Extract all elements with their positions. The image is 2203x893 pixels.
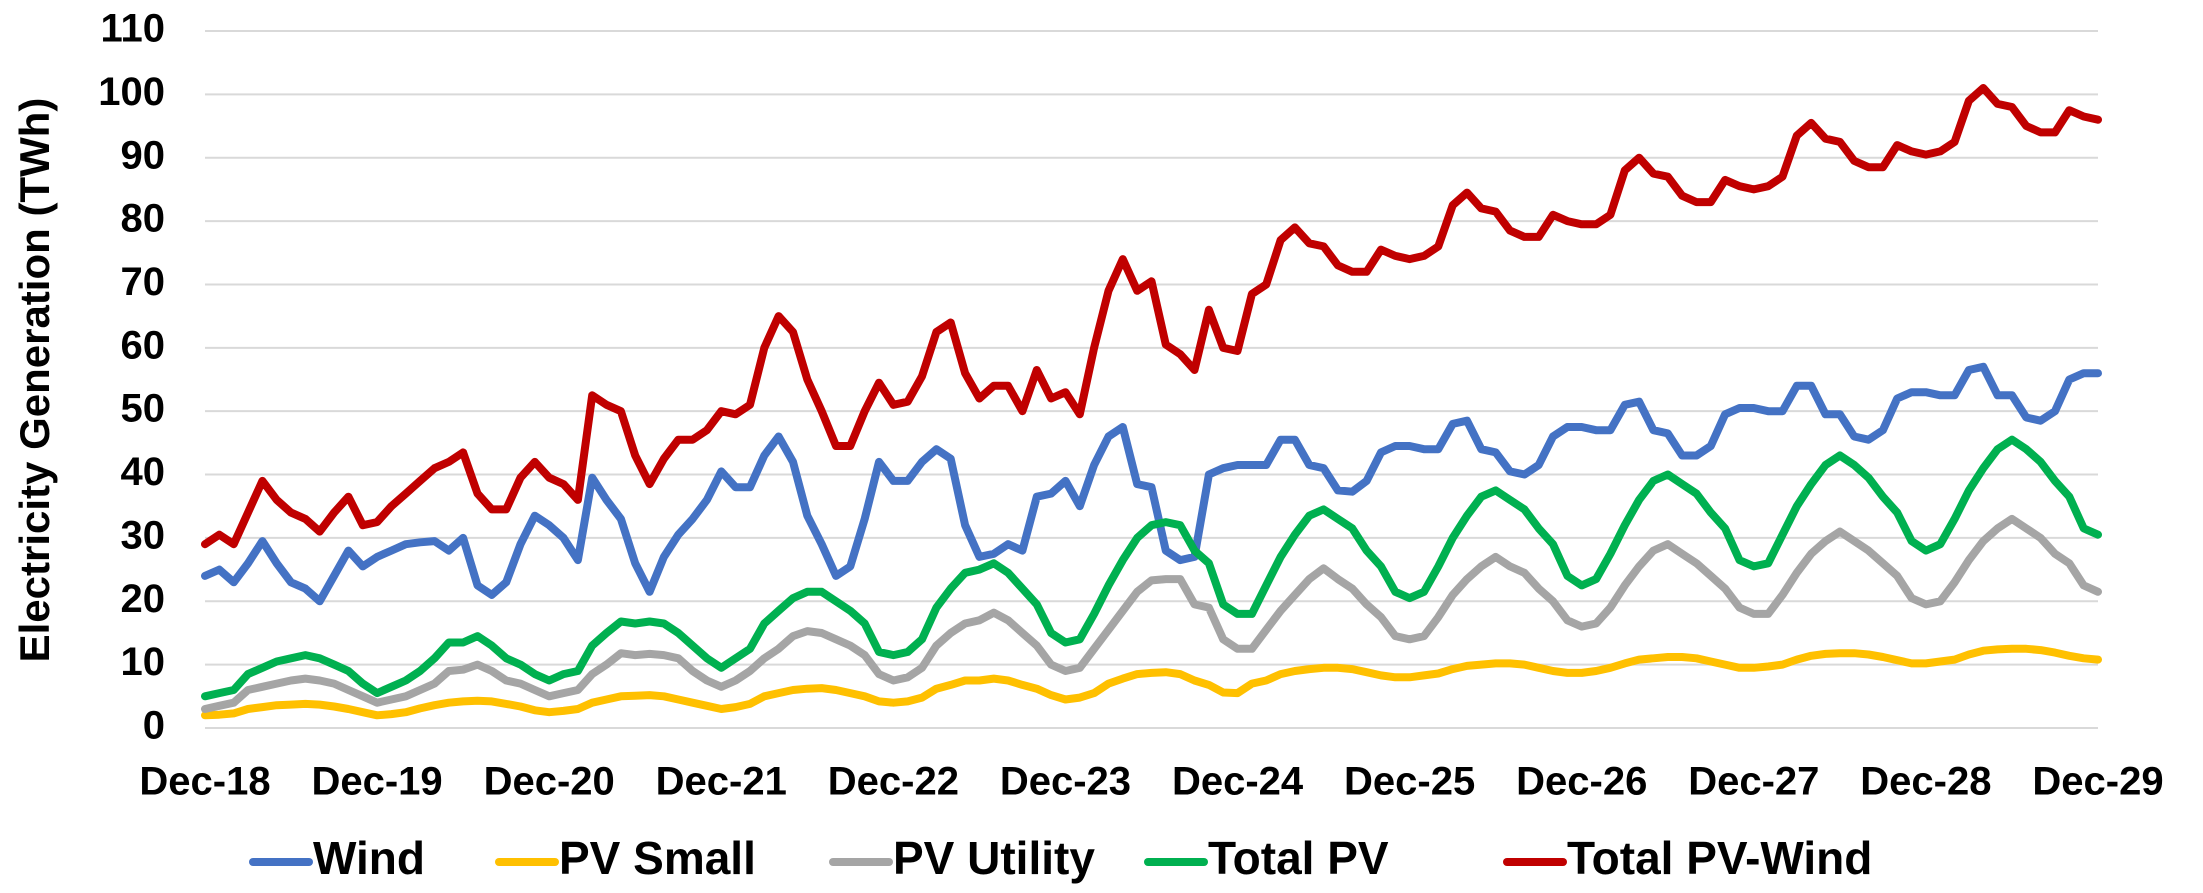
y-tick-label: 60 [121, 323, 166, 367]
x-tick-label: Dec-23 [1000, 760, 1131, 804]
y-axis-label: Electricity Generation (TWh) [11, 98, 58, 663]
y-tick-label: 90 [121, 133, 166, 177]
y-tick-label: 0 [143, 704, 165, 748]
legend-label: PV Utility [893, 832, 1095, 884]
y-tick-label: 10 [121, 640, 166, 684]
legend-label: Total PV [1208, 832, 1389, 884]
x-tick-label: Dec-22 [828, 760, 959, 804]
x-tick-label: Dec-27 [1688, 760, 1819, 804]
series-line [201, 84, 2102, 549]
y-tick-label: 70 [121, 260, 166, 304]
y-tick-label: 80 [121, 197, 166, 241]
x-tick-label: Dec-29 [2032, 760, 2163, 804]
y-tick-label: 20 [121, 577, 166, 621]
series-line [201, 362, 2102, 606]
x-tick-label: Dec-19 [311, 760, 442, 804]
x-tick-label: Dec-18 [139, 760, 270, 804]
legend-label: Total PV-Wind [1567, 832, 1872, 884]
y-tick-label: 40 [121, 450, 166, 494]
legend-label: Wind [313, 832, 425, 884]
series-line [201, 514, 2102, 713]
y-tick-label: 30 [121, 513, 166, 557]
x-tick-label: Dec-24 [1172, 760, 1304, 804]
series-line [201, 644, 2102, 720]
x-tick-label: Dec-20 [484, 760, 615, 804]
x-tick-label: Dec-21 [656, 760, 787, 804]
series-line [201, 435, 2102, 701]
y-tick-label: 100 [98, 70, 165, 114]
y-tick-label: 110 [100, 7, 165, 51]
legend-label: PV Small [559, 832, 756, 884]
y-tick-label: 50 [121, 387, 166, 431]
x-tick-label: Dec-28 [1860, 760, 1991, 804]
x-tick-label: Dec-26 [1516, 760, 1647, 804]
x-tick-label: Dec-25 [1344, 760, 1475, 804]
